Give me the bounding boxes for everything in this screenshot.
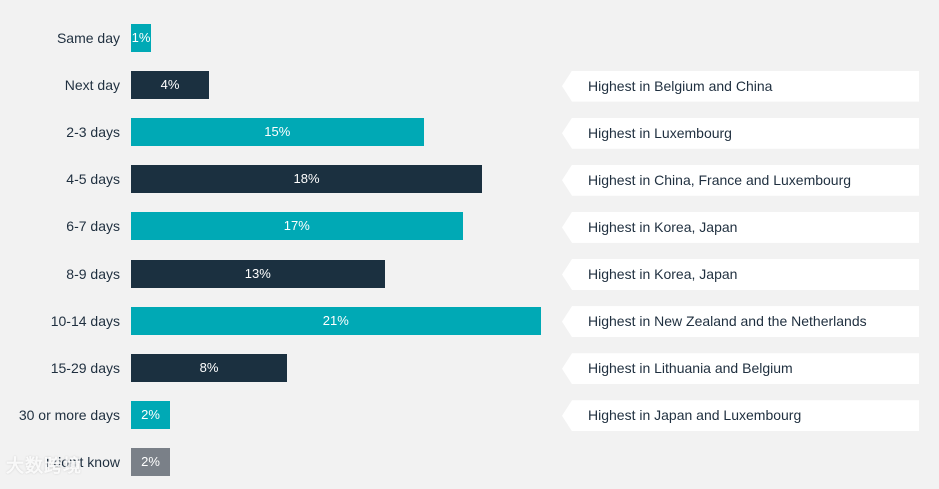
bar — [131, 71, 209, 100]
bar-value-label: 8% — [199, 359, 219, 375]
bar — [131, 118, 424, 147]
category-label: 2-3 days — [66, 124, 120, 141]
category-label: 6-7 days — [66, 218, 120, 235]
watermark: 大数跨境 — [6, 456, 82, 476]
bar — [131, 353, 287, 382]
bar — [131, 400, 170, 429]
bar-value-label: 13% — [244, 265, 271, 281]
category-label: 10-14 days — [50, 312, 120, 329]
bar — [131, 212, 463, 241]
annotation-callout: Highest in New Zealand and the Netherlan… — [562, 306, 919, 338]
annotation-callout: Highest in Luxembourg — [562, 117, 919, 149]
annotation-callout: Highest in Belgium and China — [562, 70, 919, 102]
annotation-callout: Highest in Korea, Japan — [562, 211, 919, 243]
annotation-callout: Highest in Japan and Luxembourg — [562, 400, 919, 432]
bar — [131, 306, 541, 335]
bar-value-label: 17% — [283, 218, 310, 234]
annotation-text: Highest in Belgium and China — [588, 77, 773, 94]
bar — [131, 165, 482, 194]
annotation-text: Highest in Japan and Luxembourg — [588, 407, 802, 424]
bar — [131, 24, 151, 52]
annotation-text: Highest in New Zealand and the Netherlan… — [588, 313, 867, 330]
category-label: Same day — [56, 30, 120, 46]
category-label: 4-5 days — [66, 171, 120, 188]
annotation-callout: Highest in Korea, Japan — [562, 259, 919, 290]
bar-value-label: 18% — [293, 171, 320, 187]
bar-value-label: 1% — [131, 30, 151, 45]
bar-value-label: 4% — [160, 77, 180, 93]
bar-value-label: 15% — [264, 124, 291, 140]
bar — [131, 259, 385, 288]
bar — [131, 447, 170, 476]
annotation-text: Highest in Luxembourg — [588, 124, 732, 141]
category-label: 15-29 days — [50, 359, 120, 376]
category-label: 30 or more days — [18, 406, 120, 423]
category-label: 8-9 days — [66, 265, 120, 282]
category-label: I don't know — [45, 453, 120, 470]
category-label: Next day — [64, 77, 120, 94]
annotation-text: Highest in Korea, Japan — [588, 266, 738, 282]
bar-value-label: 2% — [141, 406, 160, 422]
bar-value-label: 21% — [322, 312, 349, 328]
annotation-text: Highest in Korea, Japan — [588, 218, 738, 235]
annotation-text: Highest in China, France and Luxembourg — [588, 171, 852, 188]
annotation-text: Highest in Lithuania and Belgium — [588, 360, 793, 377]
annotation-callout: Highest in China, France and Luxembourg — [562, 164, 919, 196]
bar-value-label: 2% — [141, 453, 160, 469]
annotation-callout: Highest in Lithuania and Belgium — [562, 353, 919, 385]
